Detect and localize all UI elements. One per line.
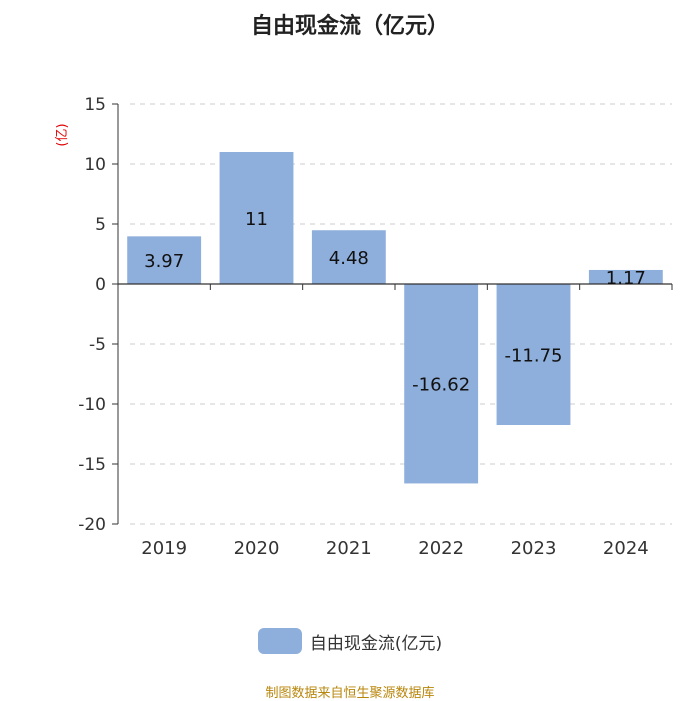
y-axis-label: (亿) xyxy=(55,123,70,146)
bar-2019 xyxy=(127,236,202,284)
axes: 15 10 5 0 -5 -10 -15 -20 2019 2020 2021 2022 2023 202… xyxy=(78,95,673,559)
y-tick-label: -20 xyxy=(78,515,106,535)
x-tick-label: 2023 xyxy=(511,538,557,559)
data-label-2022: -16.62 xyxy=(412,375,470,396)
y-tick-label: -10 xyxy=(78,395,106,415)
grid-lines xyxy=(130,103,672,525)
x-tick-label: 2019 xyxy=(141,538,187,559)
y-tick-label: -15 xyxy=(78,455,106,475)
data-label-2020: 11 xyxy=(245,209,268,230)
legend-label: 自由现金流(亿元) xyxy=(309,633,443,654)
legend[interactable]: 自由现金流(亿元) xyxy=(0,628,700,654)
data-label-2023: -11.75 xyxy=(504,346,562,367)
bar-2020 xyxy=(219,152,294,284)
bars xyxy=(127,152,663,484)
bar-2022 xyxy=(404,284,479,484)
data-label-2019: 3.97 xyxy=(144,251,184,272)
bar-2021 xyxy=(311,230,386,284)
data-label-2024: 1.17 xyxy=(606,268,646,289)
x-tick-label: 2020 xyxy=(234,538,280,559)
y-tick-label: 5 xyxy=(95,215,106,235)
chart-title: 自由现金流（亿元） xyxy=(250,14,449,39)
y-tick-label: 15 xyxy=(84,95,106,115)
data-labels: 3.97 11 4.48 -16.62 -11.75 1.17 xyxy=(144,209,646,396)
legend-swatch xyxy=(257,628,302,654)
bar-2023 xyxy=(496,284,571,425)
bar-2024 xyxy=(588,269,663,284)
y-tick-label: 10 xyxy=(84,155,106,175)
y-tick-label: 0 xyxy=(95,275,106,295)
data-label-2021: 4.48 xyxy=(329,248,369,269)
chart-plot: (亿) 15 10 5 0 -5 -10 -15 -20 2019 2020 2021 2022 202… xyxy=(55,95,673,559)
y-tick-label: -5 xyxy=(89,335,106,355)
source-note: 制图数据来自恒生聚源数据库 xyxy=(265,686,435,701)
x-tick-label: 2021 xyxy=(326,538,372,559)
x-tick-label: 2024 xyxy=(603,538,649,559)
x-tick-label: 2022 xyxy=(418,538,464,559)
